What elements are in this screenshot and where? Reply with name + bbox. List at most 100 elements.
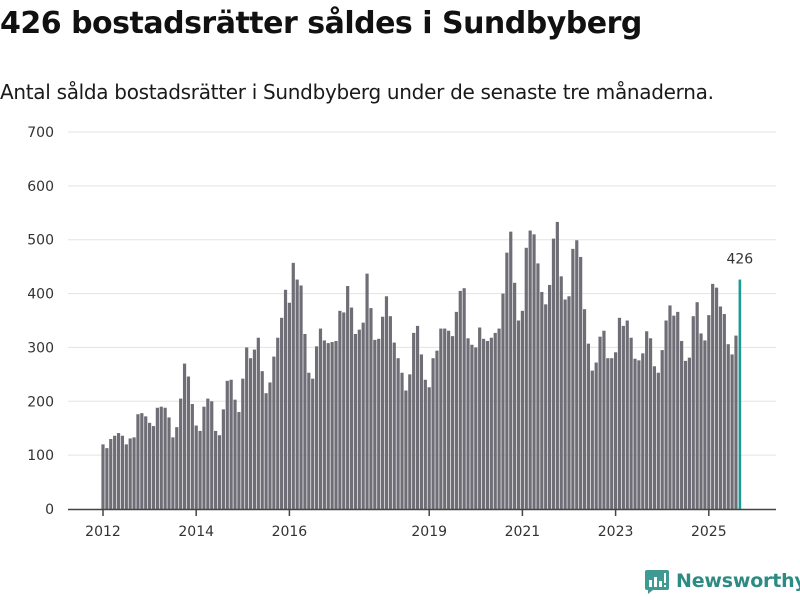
bar [501,293,505,509]
bar [334,340,338,509]
bar [516,320,521,509]
bar [540,291,544,509]
bar [408,374,412,509]
bar [148,422,152,509]
bar [722,314,726,509]
bar [660,350,664,509]
chart-subtitle: Antal sålda bostadsrätter i Sundbyberg u… [0,80,714,104]
bar [151,426,156,509]
bar [551,238,556,509]
bar [384,296,389,509]
chart-title: 426 bostadsrätter såldes i Sundbyberg [0,6,642,41]
bar [241,378,245,509]
annotation: 426 [726,252,753,268]
newsworthy-brand[interactable]: Newsworthy [644,568,800,594]
bar [419,354,424,509]
bar [140,413,144,509]
bar [648,338,653,509]
y-tick-label: 500 [27,233,54,249]
bar [264,393,268,509]
bar [377,338,381,509]
bar [734,335,738,509]
bar [683,360,688,509]
bar [202,406,206,509]
bar [680,340,684,509]
bar [295,279,299,509]
bar [652,366,657,509]
bar [703,340,707,509]
bar [326,343,330,509]
bar [567,296,571,509]
bar [248,358,253,509]
bar [532,234,536,509]
bar [307,372,311,509]
bar [695,302,699,509]
bar [431,358,435,509]
bar [466,338,470,509]
bar [582,309,587,509]
bar [450,336,455,509]
brand-name: Newsworthy [676,570,800,592]
bar [283,289,288,509]
bar [101,444,105,509]
bar [726,344,730,509]
bar [443,328,447,509]
bar [252,349,257,509]
bar [132,437,136,509]
bar [439,328,443,509]
bar [699,333,703,509]
bar [330,342,334,509]
bar [629,337,633,509]
bar [260,371,264,509]
bar [423,379,427,509]
bar [509,231,513,509]
bar [687,357,691,509]
bar [645,331,649,509]
bar [373,339,377,509]
bar [159,406,163,509]
bar [621,325,625,509]
bar [287,302,291,509]
bar [563,299,567,509]
bar [128,438,132,509]
bar [524,247,528,510]
bar [314,346,319,509]
x-tick-label: 2025 [691,524,727,540]
bar [590,370,594,509]
newsworthy-logo-icon [645,570,669,594]
bar [318,328,323,509]
bar [346,286,350,509]
bar [221,409,225,509]
bar [167,417,171,509]
bar [555,221,559,509]
bar [714,287,719,509]
bar [435,350,439,509]
bar [400,372,404,509]
bar [194,425,198,509]
bar-latest [738,279,742,509]
bar [598,336,602,509]
bar [237,412,241,509]
bars [101,221,742,510]
bar [505,252,509,509]
bar [637,360,641,509]
bar [493,332,497,509]
bar [182,363,187,509]
bar [353,333,358,509]
bar [155,407,159,509]
bar [610,358,614,509]
bar [392,342,396,509]
bar [225,380,229,509]
bar [120,435,125,509]
y-tick-label: 200 [27,394,54,410]
bar [229,379,233,509]
bar [338,310,342,509]
bar [124,444,128,509]
bar [579,256,583,509]
latest-value-label: 426 [726,252,753,268]
bar [214,430,218,509]
bar [528,230,532,509]
bar [303,333,307,509]
bar [664,320,668,509]
bar [245,347,249,509]
